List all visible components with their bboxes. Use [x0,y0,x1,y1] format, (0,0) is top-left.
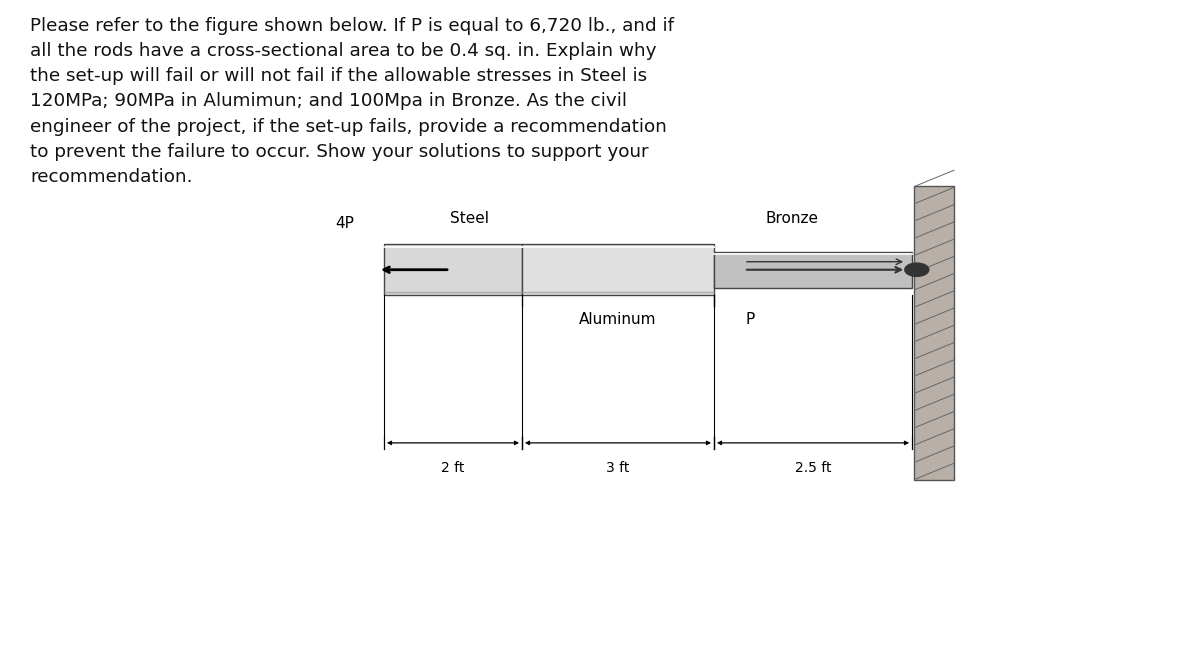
Text: P: P [745,312,755,327]
Bar [384,244,522,295]
Bar [914,186,954,480]
Text: 4P: 4P [335,216,354,230]
Text: Aluminum: Aluminum [580,312,656,327]
Text: Please refer to the figure shown below. If P is equal to 6,720 lb., and if
all t: Please refer to the figure shown below. … [30,17,674,186]
Text: 3 ft: 3 ft [606,461,630,475]
Text: 2 ft: 2 ft [442,461,464,475]
Text: Steel: Steel [450,211,490,226]
Text: Bronze: Bronze [766,211,818,226]
Circle shape [905,263,929,276]
Bar [522,244,714,295]
Bar [714,252,912,288]
Text: 2.5 ft: 2.5 ft [794,461,832,475]
